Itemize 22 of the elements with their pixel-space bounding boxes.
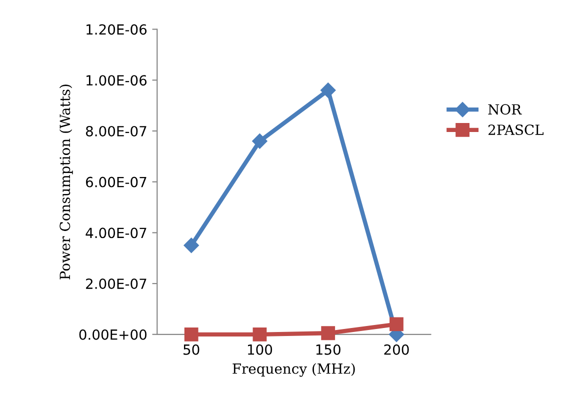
x-tick-label: 50 [184, 344, 200, 355]
point [321, 326, 336, 340]
point [252, 134, 268, 149]
x-tick-label: 150 [316, 344, 340, 355]
x-tick-label: 200 [384, 344, 409, 355]
legend-label: NOR [488, 104, 522, 115]
y-tick-label: 8.00E-07 [86, 126, 146, 136]
y-tick-label: 1.00E-06 [86, 75, 147, 86]
y-tick-label: 2.00E-07 [86, 278, 146, 290]
point [184, 327, 198, 342]
point [252, 327, 267, 342]
point [390, 317, 404, 332]
y-tick-label: 4.00E-07 [86, 228, 146, 238]
y-tick-label: 1.20E-06 [86, 24, 147, 35]
x-axis-title: Frequency (MHz) [232, 363, 355, 377]
y-axis-title: Power Consumption (Watts) [59, 84, 73, 280]
y-tick-label: 6.00E-07 [86, 176, 146, 188]
point [320, 82, 336, 98]
x-tick-label: 100 [248, 344, 272, 355]
legend-label: 2PASCL [488, 124, 544, 136]
point [184, 238, 199, 253]
y-tick-label: 0.00E+00 [79, 329, 146, 340]
